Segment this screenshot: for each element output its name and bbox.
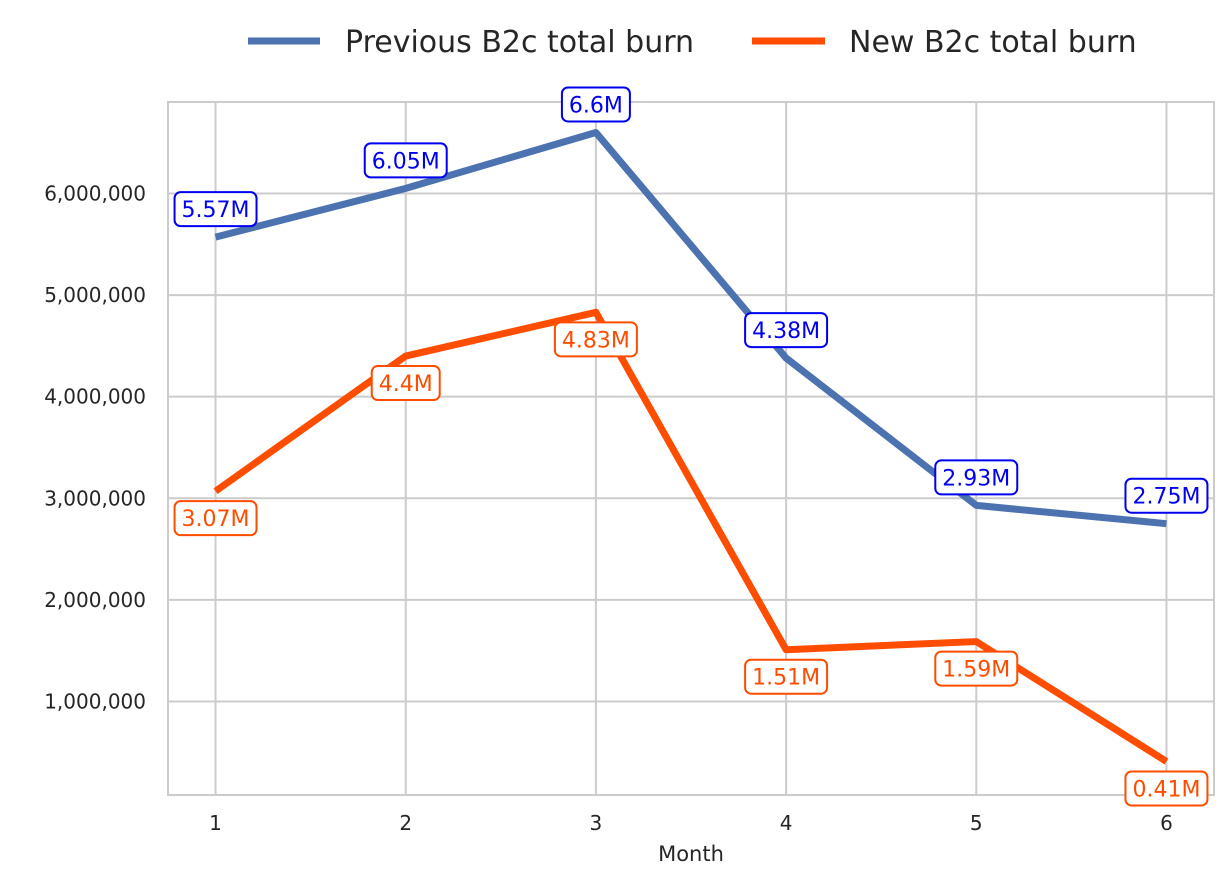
series-line-previous-b2c-total-burn: [214, 128, 1167, 528]
data-label-box: [934, 650, 1019, 687]
data-label-box: [370, 365, 441, 402]
x-tick-label: 6: [1160, 811, 1173, 835]
data-label-box: [934, 459, 1019, 496]
data-label-text: 6.6M: [569, 93, 623, 118]
data-label-box: [1124, 770, 1209, 807]
y-tick-label: 3,000,000: [44, 486, 146, 510]
data-label: 2.75M: [1124, 477, 1209, 514]
x-tick-label: 4: [780, 811, 793, 835]
legend-item-new-b2c-total-burn: New B2c total burn: [752, 25, 1137, 60]
data-label-text: 2.93M: [942, 466, 1010, 491]
legend: Previous B2c total burn New B2c total bur…: [248, 25, 1137, 60]
data-label-box: [744, 658, 829, 695]
data-label-text: 1.51M: [752, 666, 820, 691]
y-axis: 1,000,000 2,000,000 3,000,000 4,000,000 5,00…: [44, 181, 146, 713]
y-tick-label: 2,000,000: [44, 588, 146, 612]
data-label-text: 4.4M: [379, 372, 433, 397]
data-label-text: 0.41M: [1132, 777, 1200, 802]
data-label-box: [1124, 477, 1209, 514]
y-tick-label: 4,000,000: [44, 385, 146, 409]
y-tick-label: 5,000,000: [44, 283, 146, 307]
data-label: 1.51M: [744, 658, 829, 695]
data-label: 5.57M: [173, 191, 258, 228]
data-label-text: 6.05M: [372, 149, 440, 174]
x-axis: 1 2 3 4 5 6: [209, 811, 1173, 835]
data-label-box: [363, 142, 448, 179]
data-label-text: 3.07M: [182, 507, 250, 532]
data-label-text: 4.83M: [562, 328, 630, 353]
data-label: 6.05M: [363, 142, 448, 179]
y-tick-label: 6,000,000: [44, 181, 146, 205]
data-label: 1.59M: [934, 650, 1019, 687]
data-label-box: [560, 86, 631, 123]
legend-label: Previous B2c total burn: [345, 25, 694, 60]
legend-label: New B2c total burn: [849, 25, 1137, 60]
legend-item-previous-b2c-total-burn: Previous B2c total burn: [248, 25, 694, 60]
data-label: 4.4M: [370, 365, 441, 402]
y-tick-label: 1,000,000: [44, 690, 146, 714]
data-label-box: [744, 312, 829, 349]
data-label: 0.41M: [1124, 770, 1209, 807]
data-label: 2.93M: [934, 459, 1019, 496]
data-label-text: 2.75M: [1132, 485, 1200, 510]
data-label-box: [173, 500, 258, 537]
x-tick-label: 5: [970, 811, 983, 835]
data-label: 4.83M: [553, 321, 638, 358]
data-label-text: 5.57M: [182, 198, 250, 223]
data-labels: 5.57M 6.05M 6.6M 4.38M 2.93M 2.75M 3.07M 4.4M 4.…: [173, 86, 1209, 807]
data-label-text: 1.59M: [942, 658, 1010, 683]
data-label-text: 4.38M: [752, 319, 820, 344]
data-label: 6.6M: [560, 86, 631, 123]
x-axis-title: Month: [658, 842, 724, 866]
x-tick-label: 1: [209, 811, 222, 835]
data-label-box: [553, 321, 638, 358]
data-label-box: [173, 191, 258, 228]
data-label: 3.07M: [173, 500, 258, 537]
data-label: 4.38M: [744, 312, 829, 349]
x-tick-label: 2: [399, 811, 412, 835]
x-tick-label: 3: [590, 811, 603, 835]
